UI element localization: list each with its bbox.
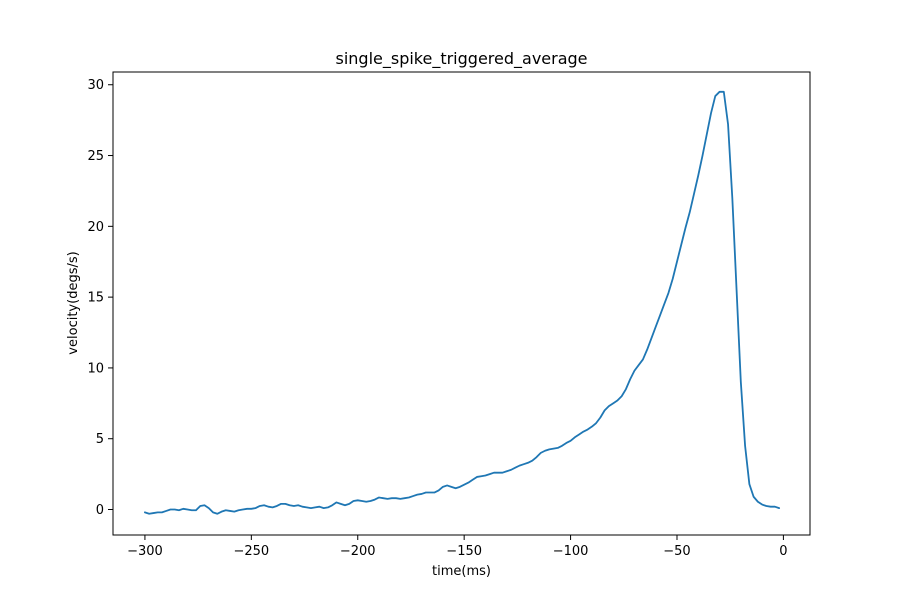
series-line bbox=[144, 90, 781, 515]
y-tick-label: 20 bbox=[87, 220, 104, 235]
plot-area bbox=[144, 90, 781, 515]
x-tick-label: −50 bbox=[663, 544, 690, 559]
x-tick-label: −200 bbox=[340, 544, 376, 559]
y-tick-label: 10 bbox=[87, 361, 104, 376]
y-tick-label: 30 bbox=[87, 78, 104, 93]
y-tick-label: 5 bbox=[96, 432, 104, 447]
y-axis-label: velocity(degs/s) bbox=[66, 251, 81, 354]
y-tick-label: 25 bbox=[87, 149, 104, 164]
x-tick-label: 0 bbox=[779, 544, 787, 559]
x-tick-label: −150 bbox=[446, 544, 482, 559]
x-tick-label: −100 bbox=[553, 544, 589, 559]
x-axis: −300 −250 −200 −150 −100 −50 0 bbox=[127, 535, 788, 559]
y-tick-label: 0 bbox=[96, 503, 104, 518]
y-axis: 0 5 10 15 20 25 30 bbox=[87, 78, 113, 518]
chart-title: single_spike_triggered_average bbox=[335, 49, 587, 69]
x-axis-label: time(ms) bbox=[432, 564, 491, 579]
x-tick-label: −250 bbox=[233, 544, 269, 559]
x-tick-label: −300 bbox=[127, 544, 163, 559]
y-tick-label: 15 bbox=[87, 291, 104, 306]
plot-frame bbox=[112, 71, 811, 536]
